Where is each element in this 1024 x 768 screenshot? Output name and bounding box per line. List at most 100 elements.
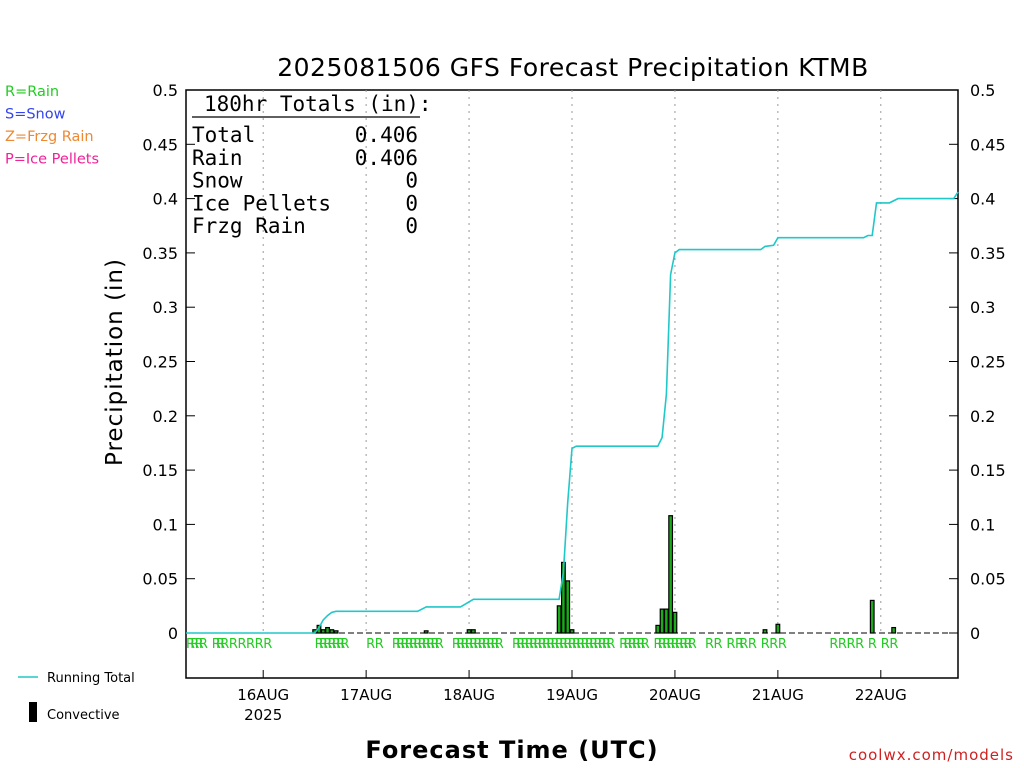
- ptype-marker: R: [396, 637, 405, 652]
- convective-bar: [891, 626, 897, 634]
- ptype-marker: R: [628, 637, 637, 652]
- ptype-marker: R: [465, 637, 474, 652]
- ptype-marker: R: [705, 637, 714, 652]
- totals-row-value: 0: [405, 169, 418, 193]
- y-axis-right: 0 0.05 0.1 0.15 0.2 0.25 0.3 0.35 0.4 0.45 0.5: [949, 81, 1006, 643]
- ptype-marker: R: [426, 637, 435, 652]
- ptype-marker: R: [726, 637, 735, 652]
- ptype-marker: R: [572, 637, 581, 652]
- x-tick-label: 17AUG: [340, 686, 392, 704]
- x-tick-label: 22AUG: [855, 686, 907, 704]
- ptype-marker: R: [315, 637, 324, 652]
- y-tick-label: 0.4: [153, 190, 178, 209]
- convective-bar: [762, 629, 768, 634]
- ptype-marker: R: [469, 637, 478, 652]
- ptype-marker: R: [482, 637, 491, 652]
- y-tick-label-right: 0.05: [970, 570, 1006, 589]
- ptype-marker: R: [714, 637, 723, 652]
- ptype-marker: R: [555, 637, 564, 652]
- ptype-marker: R: [662, 637, 671, 652]
- y-tick-label: 0.5: [153, 81, 178, 100]
- y-tick-label: 0.1: [153, 515, 178, 534]
- ptype-marker: R: [229, 637, 238, 652]
- convective-bar: [659, 608, 665, 634]
- y-tick-label-right: 0.25: [970, 353, 1006, 372]
- source-credit: coolwx.com/models: [849, 746, 1014, 764]
- ptype-marker: R: [199, 637, 208, 652]
- convective-bar: [325, 626, 330, 634]
- ptype-marker: R: [679, 637, 688, 652]
- ptype-marker: R: [405, 637, 414, 652]
- ptype-marker: R: [769, 637, 778, 652]
- ptype-marker: R: [619, 637, 628, 652]
- convective-bar: [663, 608, 669, 634]
- ptype-marker: R: [581, 637, 590, 652]
- ptype-marker: R: [255, 637, 264, 652]
- ptype-marker: R: [400, 637, 409, 652]
- ptype-marker: R: [366, 637, 375, 652]
- ptype-marker: R: [748, 637, 757, 652]
- totals-heading: 180hr Totals (in):: [204, 92, 432, 116]
- x-tick-label: 18AUG: [443, 686, 495, 704]
- ptype-marker: R: [636, 637, 645, 652]
- y-tick-label: 0.45: [142, 135, 178, 154]
- ptype-marker: R: [495, 637, 504, 652]
- ptype-marker: R: [889, 637, 898, 652]
- ptype-marker: R: [237, 637, 246, 652]
- ptype-marker: R: [658, 637, 667, 652]
- convective-bar: [565, 580, 571, 634]
- ptype-marker: R: [486, 637, 495, 652]
- running-total-line: [186, 191, 959, 634]
- ptype-marker: R: [332, 637, 341, 652]
- convective-bar: [466, 629, 472, 634]
- ptype-marker: R: [263, 637, 272, 652]
- ptype-marker: R: [422, 637, 431, 652]
- totals-row-value: 0: [405, 191, 418, 215]
- convective-bar: [320, 629, 326, 634]
- ptype-marker: R: [529, 637, 538, 652]
- ptype-marker: R: [684, 637, 693, 652]
- convective-bar: [869, 599, 875, 634]
- y-tick-label: 0.35: [142, 244, 178, 263]
- x-tick-label: 16AUG: [237, 686, 289, 704]
- ptype-marker: R: [675, 637, 684, 652]
- ptype-marker: R: [653, 637, 662, 652]
- ptype-key-item: Z=Frzg Rain: [5, 129, 94, 145]
- ptype-marker: R: [216, 637, 225, 652]
- y-tick-label-right: 0.5: [970, 81, 995, 100]
- ptype-marker: R: [195, 637, 204, 652]
- y-tick-label-right: 0: [970, 624, 980, 643]
- ptype-marker: R: [336, 637, 345, 652]
- ptype-marker: R: [598, 637, 607, 652]
- ptype-marker: R: [881, 637, 890, 652]
- ptype-marker: R: [460, 637, 469, 652]
- ptype-marker: R: [551, 637, 560, 652]
- ptype-marker: R: [846, 637, 855, 652]
- ptype-marker: R: [220, 637, 229, 652]
- y-tick-label-right: 0.2: [970, 407, 995, 426]
- ptype-marker: R: [632, 637, 641, 652]
- ptype-marker: R: [778, 637, 787, 652]
- ptype-marker: R: [533, 637, 542, 652]
- grid-lines: [262, 90, 882, 633]
- ptype-marker: R: [546, 637, 555, 652]
- ptype-marker: R: [418, 637, 427, 652]
- totals-row-label: Rain: [192, 146, 243, 170]
- totals-row-value: 0: [405, 214, 418, 238]
- totals-row-value: 0.406: [355, 123, 418, 147]
- y-tick-label-right: 0.3: [970, 298, 995, 317]
- ptype-key-item: R=Rain: [5, 84, 59, 100]
- legend: Running Total Convective: [18, 671, 135, 723]
- convective-bar: [775, 623, 781, 634]
- legend-convective-swatch: [29, 702, 37, 722]
- ptype-marker: R: [688, 637, 697, 652]
- ptype-key-item: S=Snow: [5, 107, 66, 123]
- ptype-marker: R: [576, 637, 585, 652]
- x-tick-label: 20AUG: [649, 686, 701, 704]
- ptype-marker: R: [606, 637, 615, 652]
- ptype-marker: R: [868, 637, 877, 652]
- ptype-marker: R: [761, 637, 770, 652]
- convective-bar: [470, 629, 476, 634]
- x-tick-label: 21AUG: [752, 686, 804, 704]
